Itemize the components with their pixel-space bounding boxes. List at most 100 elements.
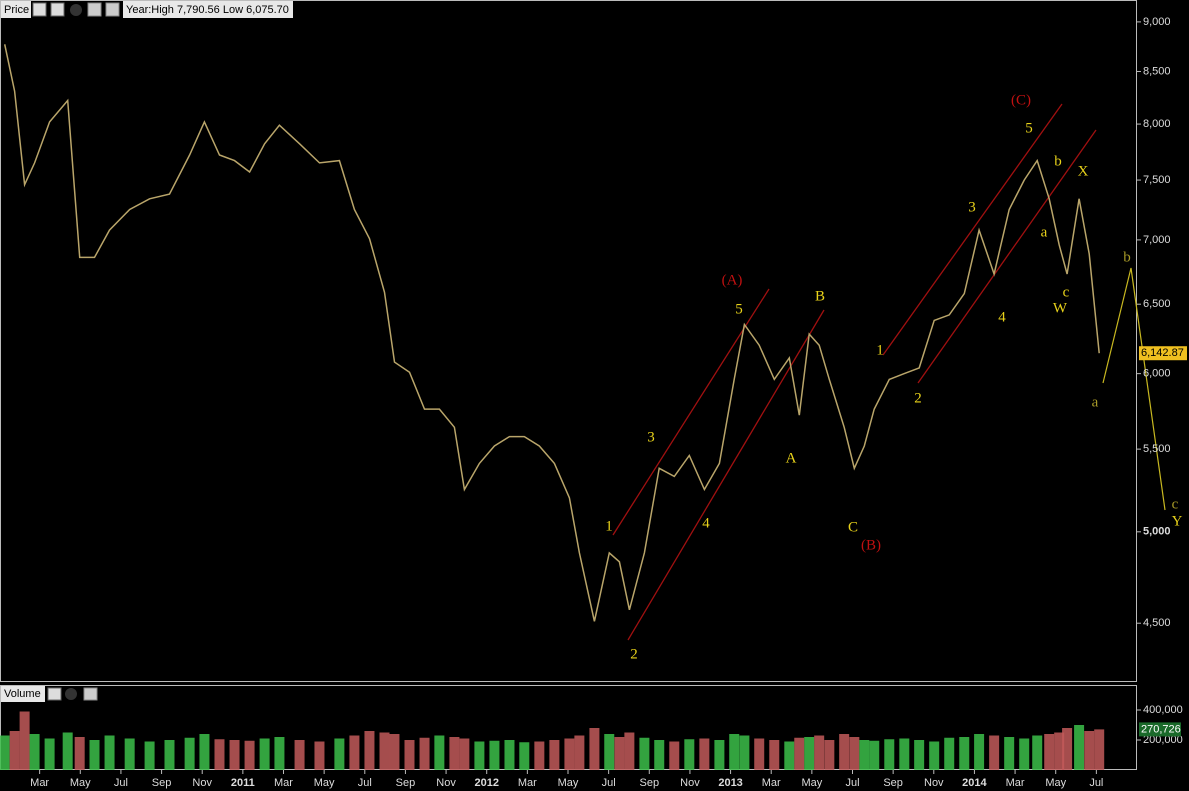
x-tick-label: Jul	[845, 777, 859, 789]
wave-label: B	[815, 288, 825, 304]
volume-bar	[1074, 725, 1085, 770]
last-price-label: 6,142.87	[1141, 347, 1184, 359]
y-tick-label: 200,000	[1143, 734, 1183, 746]
volume-bar	[614, 737, 625, 770]
volume-bar	[489, 740, 500, 770]
volume-bar	[334, 738, 345, 770]
volume-move-button[interactable]	[83, 687, 98, 701]
volume-bar	[684, 739, 695, 770]
wave-label: C	[848, 519, 858, 535]
y-tick-label: 6,000	[1143, 368, 1171, 380]
volume-bar	[1032, 735, 1043, 770]
volume-bar	[1094, 729, 1105, 770]
x-tick-label: Sep	[883, 777, 903, 789]
wave-label: A	[786, 450, 797, 466]
volume-bar	[959, 737, 970, 770]
volume-bar	[589, 728, 600, 770]
volume-bar	[604, 734, 615, 770]
wave-label: 1	[605, 518, 613, 534]
volume-bar	[884, 739, 895, 770]
wave-label: (A)	[722, 272, 743, 288]
x-tick-label: May	[314, 777, 335, 789]
projection-line	[1102, 267, 1166, 511]
volume-bar	[729, 734, 740, 770]
volume-settings-button[interactable]	[47, 687, 62, 701]
maximize-button[interactable]	[50, 2, 65, 17]
y-tick-label: 7,000	[1143, 234, 1171, 246]
y-tick-label: 7,500	[1143, 174, 1171, 186]
wave-label: 4	[702, 515, 710, 531]
volume-bar	[519, 742, 530, 770]
last-volume-marker	[1139, 722, 1181, 737]
volume-bar	[574, 735, 585, 770]
x-tick-label: May	[801, 777, 822, 789]
volume-bar	[639, 737, 650, 770]
volume-bar	[504, 740, 515, 770]
wave-label: 5	[735, 301, 743, 317]
x-tick-label: Mar	[762, 777, 781, 789]
volume-tag	[1, 686, 45, 702]
up-button[interactable]	[105, 2, 120, 17]
y-tick-label: 8,500	[1143, 65, 1171, 77]
wave-label: 4	[998, 309, 1006, 325]
volume-bar	[849, 737, 860, 770]
volume-bar	[44, 738, 55, 770]
wave-label: a	[1041, 224, 1048, 240]
channel-line	[627, 309, 825, 641]
volume-close-button[interactable]	[65, 688, 77, 700]
down-button[interactable]	[87, 2, 102, 17]
x-tick-label: Mar	[1006, 777, 1025, 789]
x-tick-label: Jul	[602, 777, 616, 789]
volume-bar	[1054, 732, 1065, 770]
volume-bar	[144, 741, 155, 770]
volume-bar	[474, 741, 485, 770]
volume-bar	[669, 741, 680, 770]
x-tick-label: Nov	[192, 777, 212, 789]
price-line	[3, 44, 1100, 622]
volume-bar	[929, 741, 940, 770]
y-tick-label: 4,500	[1143, 617, 1171, 629]
x-tick-label: Nov	[680, 777, 700, 789]
volume-bar	[989, 735, 1000, 770]
volume-bar	[1004, 737, 1015, 770]
volume-bar	[824, 740, 835, 770]
wave-label: b	[1054, 153, 1062, 169]
volume-bar	[784, 741, 795, 770]
x-tick-label: Mar	[518, 777, 537, 789]
x-tick-label: Mar	[30, 777, 49, 789]
settings-button[interactable]	[32, 2, 47, 17]
volume-bar	[754, 738, 765, 770]
volume-bar	[814, 735, 825, 770]
y-tick-label: 5,500	[1143, 443, 1171, 455]
volume-bar	[449, 737, 460, 770]
volume-bar	[699, 738, 710, 770]
x-tick-label: Sep	[152, 777, 172, 789]
volume-bar	[89, 740, 100, 770]
volume-bar	[104, 735, 115, 770]
volume-bar	[29, 734, 40, 770]
last-volume-label: 270,726	[1141, 723, 1181, 735]
volume-bar	[534, 741, 545, 770]
volume-bar	[124, 738, 135, 770]
y-tick-label: 400,000	[1143, 704, 1183, 716]
volume-bar	[899, 738, 910, 770]
volume-bar	[549, 740, 560, 770]
volume-bar	[914, 740, 925, 770]
wave-label: (B)	[861, 537, 881, 553]
y-tick-label: 9,000	[1143, 16, 1171, 28]
x-tick-label: Jul	[1089, 777, 1103, 789]
price-tag	[1, 1, 31, 18]
x-tick-label: 2012	[474, 777, 498, 789]
volume-bar	[564, 738, 575, 770]
volume-bar	[434, 735, 445, 770]
wave-label: 3	[968, 199, 976, 215]
close-button[interactable]	[70, 4, 82, 16]
price-label: Price	[4, 4, 29, 16]
channel-line	[882, 103, 1063, 356]
volume-bar	[1062, 728, 1073, 770]
volume-bar	[244, 740, 255, 770]
volume-bar	[714, 740, 725, 770]
x-tick-label: Jul	[358, 777, 372, 789]
